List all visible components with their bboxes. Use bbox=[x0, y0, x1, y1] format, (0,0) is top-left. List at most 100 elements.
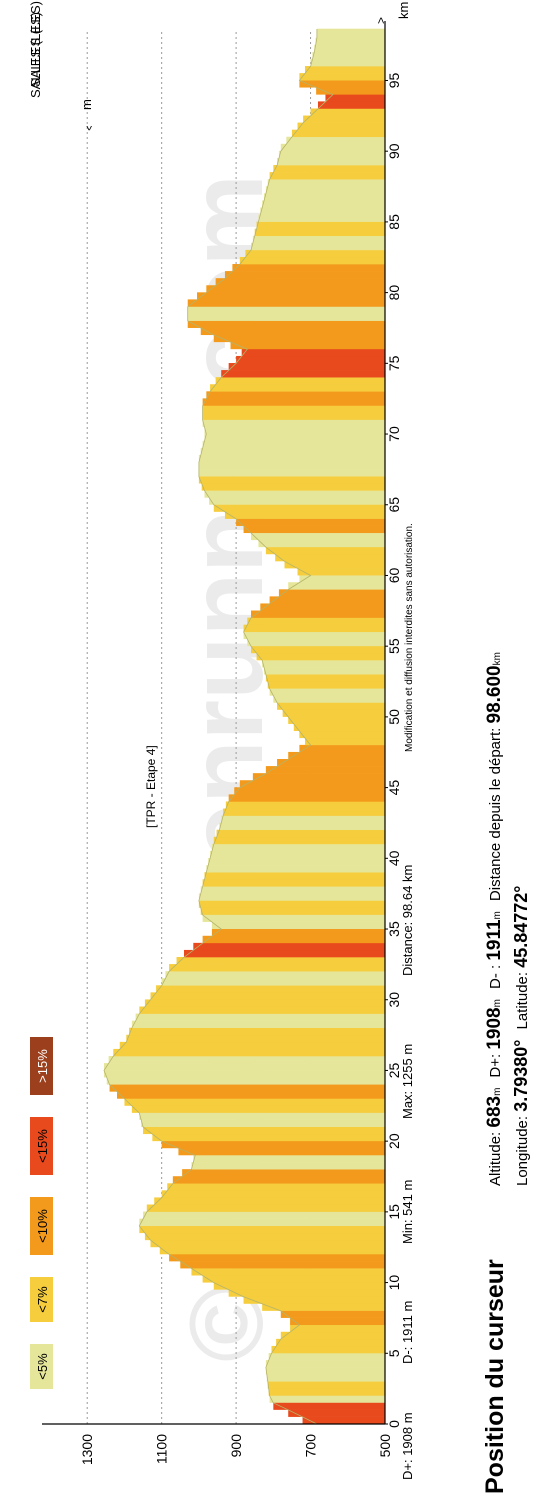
x-tick-label: 70 bbox=[386, 426, 402, 442]
profile-bar bbox=[288, 751, 386, 760]
x-tick-label: 30 bbox=[386, 992, 402, 1008]
profile-bar bbox=[275, 553, 386, 562]
profile-bar bbox=[113, 1048, 386, 1057]
profile-bar bbox=[247, 617, 385, 625]
x-tick-label: 75 bbox=[386, 355, 402, 371]
profile-bar bbox=[119, 1041, 386, 1050]
x-tick-label: 25 bbox=[386, 1062, 402, 1078]
profile-bar bbox=[312, 51, 385, 60]
profile-bar bbox=[310, 58, 385, 67]
x-tick-label: 50 bbox=[386, 709, 402, 725]
profile-bar bbox=[187, 320, 385, 328]
legend-label: <10% bbox=[35, 1209, 50, 1243]
profile-bar bbox=[291, 129, 386, 138]
profile-bar bbox=[273, 165, 386, 173]
profile-bar bbox=[280, 143, 385, 152]
profile-outline bbox=[103, 29, 334, 1425]
profile-bar bbox=[251, 532, 385, 541]
profile-bar bbox=[269, 172, 385, 180]
y-tick-label: 1100 bbox=[154, 1434, 170, 1464]
profile-bar bbox=[159, 1246, 385, 1255]
profile-bar bbox=[303, 115, 385, 123]
profile-bar bbox=[221, 370, 385, 378]
distance-value: 98.600 bbox=[484, 665, 505, 723]
profile-bar bbox=[202, 405, 385, 413]
legend-swatch bbox=[30, 1197, 53, 1255]
profile-bar bbox=[193, 1154, 385, 1163]
profile-bar bbox=[208, 858, 385, 866]
profile-bar bbox=[265, 766, 385, 774]
dplus-value: 1908 bbox=[484, 1007, 505, 1049]
profile-bar bbox=[187, 306, 385, 314]
profile-bar bbox=[262, 1303, 385, 1311]
profile-bar bbox=[256, 652, 386, 661]
profile-bar bbox=[293, 723, 385, 732]
x-tick-label: 65 bbox=[386, 497, 402, 513]
profile-bar bbox=[262, 660, 385, 668]
profile-bar bbox=[286, 136, 385, 145]
profile-bar bbox=[139, 1006, 385, 1014]
profile-bar bbox=[221, 815, 385, 823]
x-tick-label: 15 bbox=[386, 1204, 402, 1220]
profile-bar bbox=[288, 582, 386, 590]
legend-label: <15% bbox=[35, 1129, 50, 1163]
profile-bar bbox=[267, 1381, 385, 1389]
y-tick-labels: 500 700 900 1100 1300 bbox=[79, 1434, 393, 1465]
profile-bar bbox=[202, 440, 385, 449]
profile-bar bbox=[299, 80, 385, 88]
longitude-value: 3.79380° bbox=[511, 1040, 531, 1112]
profile-bar bbox=[202, 419, 385, 427]
dminus-unit: m bbox=[492, 911, 503, 919]
profile-bar bbox=[202, 879, 385, 887]
profile-bar bbox=[215, 278, 385, 286]
profile-bar bbox=[204, 490, 385, 498]
x-axis-arrow: > bbox=[374, 17, 388, 24]
profile-bar bbox=[245, 249, 385, 258]
profile-bar bbox=[143, 1126, 385, 1135]
profile-bar bbox=[265, 546, 385, 555]
profile-bar bbox=[277, 759, 385, 767]
profile-bar bbox=[258, 214, 386, 222]
profile-bar bbox=[269, 688, 385, 696]
profile-bar bbox=[206, 865, 385, 873]
profile-bar bbox=[260, 603, 385, 611]
stat-min: Min: 541 m bbox=[400, 1180, 415, 1244]
latitude-value: 45.84772° bbox=[511, 886, 531, 968]
profile-bar bbox=[191, 1268, 385, 1276]
profile-bar bbox=[251, 610, 385, 618]
profile-bar bbox=[182, 1169, 385, 1177]
profile-bar bbox=[124, 1098, 385, 1106]
profile-bar bbox=[202, 398, 385, 406]
profile-bar bbox=[315, 37, 386, 46]
profile-bar bbox=[264, 667, 385, 675]
x-tick-label: 5 bbox=[386, 1349, 402, 1357]
profile-bar bbox=[213, 1282, 385, 1290]
profile-bar bbox=[316, 87, 385, 95]
profile-bar bbox=[204, 433, 385, 442]
profile-bar bbox=[268, 1352, 385, 1361]
profile-bar bbox=[178, 1147, 385, 1156]
profile-bar bbox=[232, 264, 385, 272]
profile-bar bbox=[251, 242, 385, 251]
cursor-line-1: Altitude: 683mD+: 1908mD- : 1911mDistanc… bbox=[484, 652, 505, 1186]
profile-bar bbox=[106, 1077, 385, 1085]
cursor-line-2: Longitude: 3.79380° Latitude: 45.84772° bbox=[511, 886, 531, 1187]
profile-bar bbox=[144, 999, 385, 1007]
profile-bar bbox=[266, 1374, 386, 1382]
profile-bar bbox=[239, 256, 385, 265]
profile-bar bbox=[316, 30, 385, 39]
profile-bar bbox=[131, 1105, 385, 1113]
end-place: SALLES (LES) bbox=[28, 12, 43, 98]
profile-bar bbox=[243, 631, 385, 640]
profile-bar bbox=[256, 221, 386, 229]
profile-bar bbox=[273, 1402, 386, 1410]
profile-bar bbox=[139, 1225, 385, 1234]
profile-bar bbox=[198, 900, 385, 908]
latitude-label: Latitude: bbox=[514, 968, 531, 1030]
profile-bar bbox=[210, 850, 385, 859]
x-tick-label: 90 bbox=[386, 143, 402, 159]
profile-bar bbox=[176, 957, 385, 965]
start-place: SALLES (LES) bbox=[28, 1, 43, 87]
profile-bar bbox=[228, 794, 385, 802]
x-tick-label: 0 bbox=[386, 1420, 402, 1428]
